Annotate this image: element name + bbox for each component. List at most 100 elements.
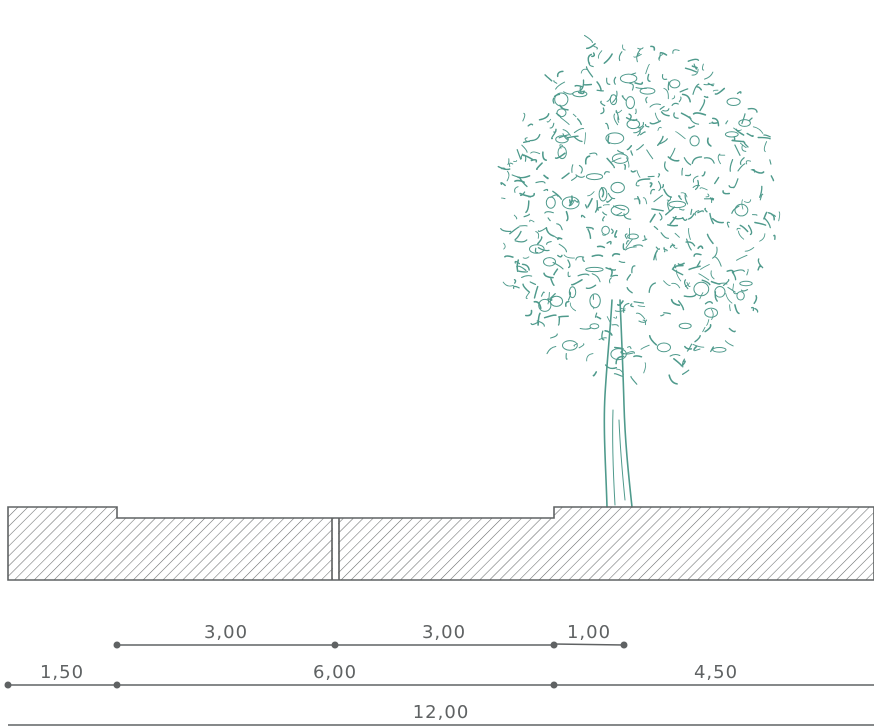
foliage-stroke: [703, 157, 715, 164]
foliage-stroke: [543, 188, 549, 192]
foliage-stroke: [634, 108, 637, 115]
foliage-stroke: [633, 355, 643, 358]
foliage-stroke: [729, 304, 731, 312]
foliage-stroke: [600, 187, 605, 198]
foliage-stroke: [658, 138, 668, 145]
foliage-stroke: [750, 306, 755, 312]
foliage-stroke: [585, 43, 596, 50]
foliage-stroke: [630, 150, 634, 156]
foliage-stroke: [648, 335, 658, 346]
foliage-stroke: [620, 350, 625, 355]
foliage-stroke: [543, 174, 549, 180]
foliage-stroke: [657, 180, 662, 192]
foliage-stroke: [634, 81, 644, 85]
foliage-stroke: [712, 246, 718, 259]
foliage-stroke: [524, 137, 528, 142]
foliage-leaf: [611, 153, 629, 164]
foliage-stroke: [628, 113, 632, 120]
foliage-stroke: [693, 253, 702, 257]
foliage-stroke: [653, 194, 663, 203]
foliage-stroke: [739, 224, 749, 233]
foliage-stroke: [728, 185, 735, 189]
foliage-stroke: [521, 263, 530, 271]
foliage-stroke: [535, 180, 546, 184]
foliage-stroke: [639, 131, 646, 136]
foliage-stroke: [563, 254, 575, 259]
foliage-stroke: [566, 135, 579, 139]
foliage-stroke: [573, 127, 585, 134]
foliage-stroke: [527, 123, 534, 127]
foliage-stroke: [660, 232, 669, 239]
foliage-stroke: [678, 195, 682, 201]
foliage-stroke: [525, 309, 533, 317]
foliage-stroke: [677, 300, 685, 311]
foliage-stroke: [682, 360, 686, 366]
foliage-stroke: [631, 265, 636, 274]
foliage-stroke: [596, 316, 602, 320]
foliage-stroke: [626, 157, 630, 168]
foliage-leaf: [724, 131, 739, 138]
foliage-stroke: [547, 292, 550, 305]
foliage-stroke: [576, 118, 582, 126]
dimension-label: 12,00: [413, 702, 470, 723]
foliage-stroke: [659, 52, 661, 59]
foliage-leaf: [739, 280, 753, 287]
foliage-leaf: [555, 135, 569, 144]
foliage-stroke: [696, 86, 703, 91]
foliage-stroke: [702, 326, 706, 333]
foliage-stroke: [537, 312, 541, 326]
foliage-stroke: [522, 256, 530, 259]
foliage-stroke: [521, 144, 528, 153]
foliage-stroke: [537, 227, 547, 232]
foliage-stroke: [578, 343, 585, 349]
foliage-leaf: [568, 286, 577, 299]
foliage-stroke: [551, 132, 556, 140]
foliage-stroke: [587, 53, 593, 65]
foliage-stroke: [529, 133, 541, 142]
foliage-leaf: [562, 340, 578, 351]
foliage-stroke: [676, 269, 682, 282]
foliage-stroke: [743, 199, 752, 203]
foliage-stroke: [596, 89, 604, 92]
foliage-stroke: [569, 302, 577, 312]
foliage-stroke: [598, 337, 607, 341]
foliage-leaf: [561, 196, 580, 210]
foliage-stroke: [611, 274, 619, 277]
foliage-stroke: [686, 281, 691, 288]
foliage-stroke: [555, 81, 566, 90]
foliage-stroke: [591, 273, 601, 283]
foliage-stroke: [610, 228, 614, 234]
foliage-stroke: [626, 145, 633, 151]
foliage-stroke: [497, 165, 511, 171]
foliage-stroke: [714, 256, 722, 267]
foliage-stroke: [668, 374, 678, 385]
foliage-stroke: [671, 282, 681, 289]
foliage-stroke: [661, 184, 665, 189]
foliage-stroke: [522, 112, 526, 122]
foliage-leaf: [538, 298, 552, 312]
foliage-stroke: [679, 208, 685, 211]
foliage-stroke: [649, 103, 661, 108]
foliage-stroke: [575, 256, 585, 261]
foliage-stroke: [525, 200, 530, 214]
foliage-stroke: [640, 344, 650, 350]
foliage-stroke: [545, 226, 555, 237]
foliage-stroke: [618, 51, 623, 62]
foliage-stroke: [529, 281, 537, 286]
foliage-stroke: [658, 54, 663, 61]
foliage-stroke: [680, 112, 692, 120]
foliage-stroke: [735, 128, 745, 136]
foliage-stroke: [509, 162, 514, 168]
foliage-stroke: [658, 212, 663, 221]
foliage-stroke: [606, 157, 616, 169]
foliage-stroke: [754, 221, 767, 226]
foliage-stroke: [514, 260, 521, 265]
foliage-stroke: [660, 314, 665, 317]
foliage-stroke: [705, 193, 710, 198]
foliage-leaf: [656, 342, 672, 353]
foliage-stroke: [580, 214, 586, 219]
foliage-stroke: [690, 208, 693, 215]
foliage-stroke: [669, 353, 681, 357]
foliage-stroke: [685, 241, 696, 247]
